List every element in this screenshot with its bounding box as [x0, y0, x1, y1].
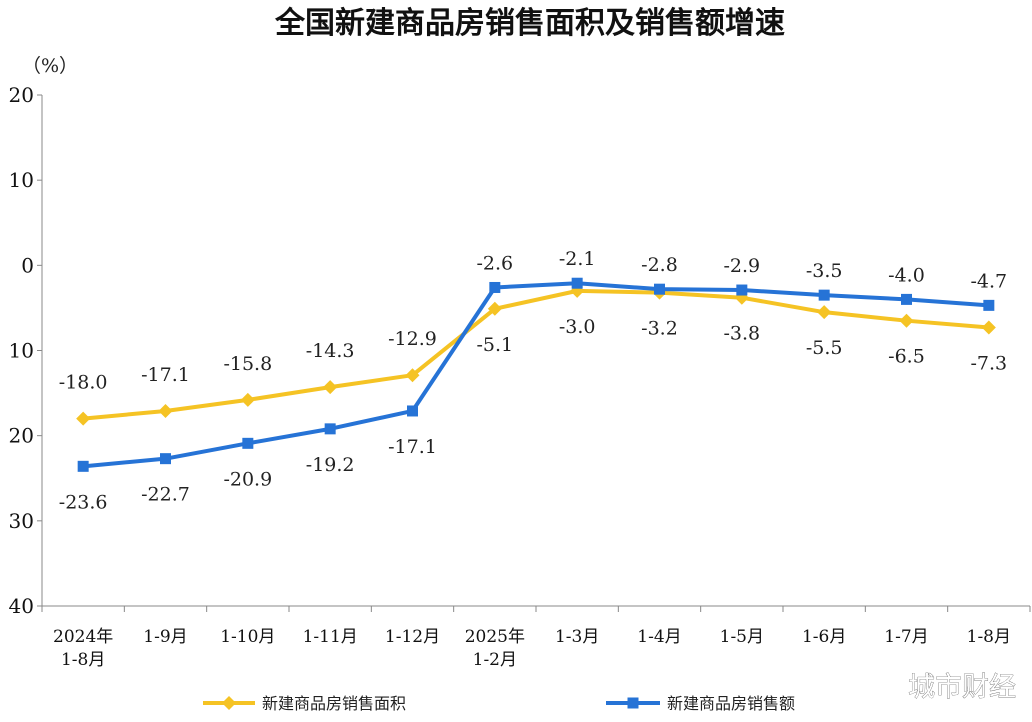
legend-marker [222, 696, 236, 710]
x-tick-label: 1-3月 [555, 627, 599, 647]
data-point-marker [323, 380, 338, 395]
data-point-marker [407, 405, 418, 417]
x-tick-label: 1-4月 [637, 627, 681, 647]
legend: 新建商品房销售面积 新建商品房销售额 [203, 694, 795, 713]
data-label: -18.0 [59, 372, 108, 394]
data-label: -2.1 [559, 248, 596, 270]
data-label: -5.5 [806, 337, 843, 359]
data-label: -22.7 [141, 484, 190, 506]
x-tick-label: 1-10月 [220, 627, 275, 647]
data-label: -19.2 [306, 454, 355, 476]
x-tick-label: 1-2月 [473, 650, 517, 670]
data-point-marker [899, 313, 914, 328]
watermark-text: 城市财经 [908, 672, 1016, 703]
y-tick-label: 0 [21, 253, 34, 277]
data-point-marker [981, 320, 996, 335]
data-point-marker [654, 283, 665, 295]
data-point-marker [818, 289, 830, 301]
data-point-marker [324, 423, 336, 435]
data-label: -3.0 [559, 316, 596, 338]
x-tick-label: 2024年 [53, 627, 113, 647]
data-point-marker [489, 281, 501, 293]
x-tick-label: 1-8月 [967, 627, 1011, 647]
series-line [82, 288, 989, 421]
x-tick-label: 1-5月 [720, 627, 764, 647]
legend-item: 新建商品房销售额 [606, 694, 795, 713]
data-label: -12.9 [388, 328, 437, 350]
data-label: -4.7 [971, 270, 1008, 292]
data-point-marker [736, 284, 748, 296]
y-tick-label: 20 [9, 83, 34, 107]
data-label: -2.6 [477, 252, 514, 274]
data-label: -14.3 [306, 340, 355, 362]
legend-marker [627, 697, 639, 709]
x-tick-label: 2025年 [465, 627, 525, 647]
data-label: -6.5 [888, 346, 925, 368]
x-tick-label: 1-7月 [884, 627, 928, 647]
axes [37, 94, 1031, 612]
data-label: -23.6 [59, 491, 108, 513]
data-point-marker [240, 392, 255, 407]
y-tick-label: 10 [9, 339, 34, 363]
data-point-marker [901, 293, 912, 305]
data-point-marker [405, 368, 420, 383]
legend-label: 新建商品房销售额 [667, 694, 795, 713]
x-tick-label: 1-11月 [303, 627, 358, 647]
data-label: -3.8 [724, 323, 761, 345]
data-label: -17.1 [141, 364, 190, 386]
data-label: -7.3 [971, 353, 1008, 375]
y-tick-label: 40 [9, 594, 34, 618]
data-label: -3.2 [641, 318, 678, 340]
data-point-marker [77, 460, 89, 472]
data-point-marker [242, 437, 254, 449]
chart-title: 全国新建商品房销售面积及销售额增速 [274, 6, 785, 41]
data-label: -17.1 [388, 436, 437, 458]
data-point-marker [487, 301, 502, 316]
y-tick-label: 10 [9, 168, 34, 192]
data-label: -4.0 [888, 264, 925, 286]
data-point-marker [160, 453, 171, 465]
legend-label: 新建商品房销售面积 [262, 694, 406, 713]
data-label: -20.9 [223, 468, 272, 490]
y-tick-label: 20 [9, 424, 34, 448]
y-tick-label: 30 [9, 509, 34, 533]
x-tick-label: 1-6月 [802, 627, 846, 647]
data-label: -3.5 [806, 260, 843, 282]
legend-item: 新建商品房销售面积 [203, 694, 406, 713]
y-axis-unit-label: （%） [22, 55, 78, 77]
series-sales: -23.6 -22.7 -20.9 -19.2 -17.1 -2.6 -2.1 -2.8 -2.… [59, 248, 1007, 513]
series-line [82, 281, 989, 469]
data-point-marker [983, 299, 995, 311]
data-point-marker [158, 403, 173, 418]
data-label: -2.8 [641, 254, 678, 276]
x-tick-label: 1-9月 [143, 627, 187, 647]
x-tick-label: 1-8月 [61, 650, 105, 670]
data-point-marker [571, 277, 583, 289]
tick-labels: 20 10 0 10 20 30 40 2024年 1-8月 1-9月 1-10月 1-11月 1-12… [9, 83, 1011, 670]
x-tick-label: 1-12月 [385, 627, 440, 647]
data-point-marker [817, 305, 832, 320]
data-label: -15.8 [223, 353, 272, 375]
data-point-marker [76, 411, 91, 426]
data-label: -2.9 [724, 255, 761, 277]
data-label: -5.1 [477, 334, 514, 356]
series-layer: -18.0 -17.1 -15.8 -14.3 -12.9 -5.1 -3.0 -3.2 -3.… [59, 248, 1007, 513]
series-area: -18.0 -17.1 -15.8 -14.3 -12.9 -5.1 -3.0 -3.2 -3.… [59, 283, 1008, 426]
